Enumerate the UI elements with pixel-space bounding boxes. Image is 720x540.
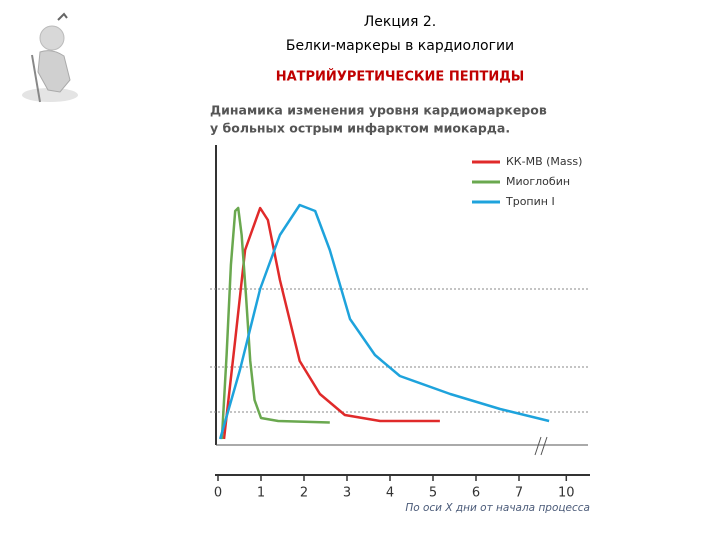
line-series <box>218 203 550 440</box>
header-line: Лекция 2. <box>364 14 436 30</box>
chart-title: Динамика изменения уровня кардиомаркеров <box>210 103 547 118</box>
x-tick-label: 4 <box>386 486 394 501</box>
subtitle: НАТРИЙУРЕТИЧЕСКИЕ ПЕПТИДЫ <box>276 69 525 85</box>
x-axis-label: По оси Х дни от начала процесса <box>405 502 590 514</box>
header-line: Белки-маркеры в кардиологии <box>286 38 514 54</box>
legend-label: КК-МВ (Mass) <box>506 155 582 168</box>
legend-label: Тропин I <box>505 195 555 208</box>
figure-icon <box>22 12 78 103</box>
x-tick-label: 10 <box>558 486 575 501</box>
x-tick-label: 5 <box>429 486 437 501</box>
legend-label: Миоглобин <box>506 175 570 188</box>
x-tick-label: 0 <box>214 486 222 501</box>
line-series <box>220 206 330 440</box>
x-tick-label: 2 <box>300 486 308 501</box>
x-tick-label: 6 <box>472 486 480 501</box>
x-tick-label: 7 <box>515 486 523 501</box>
line-series <box>222 206 440 440</box>
axis-break <box>534 436 548 456</box>
x-tick-label: 3 <box>343 486 351 501</box>
chart-title: у больных острым инфарктом миокарда. <box>210 121 510 136</box>
x-tick-label: 1 <box>257 486 265 501</box>
